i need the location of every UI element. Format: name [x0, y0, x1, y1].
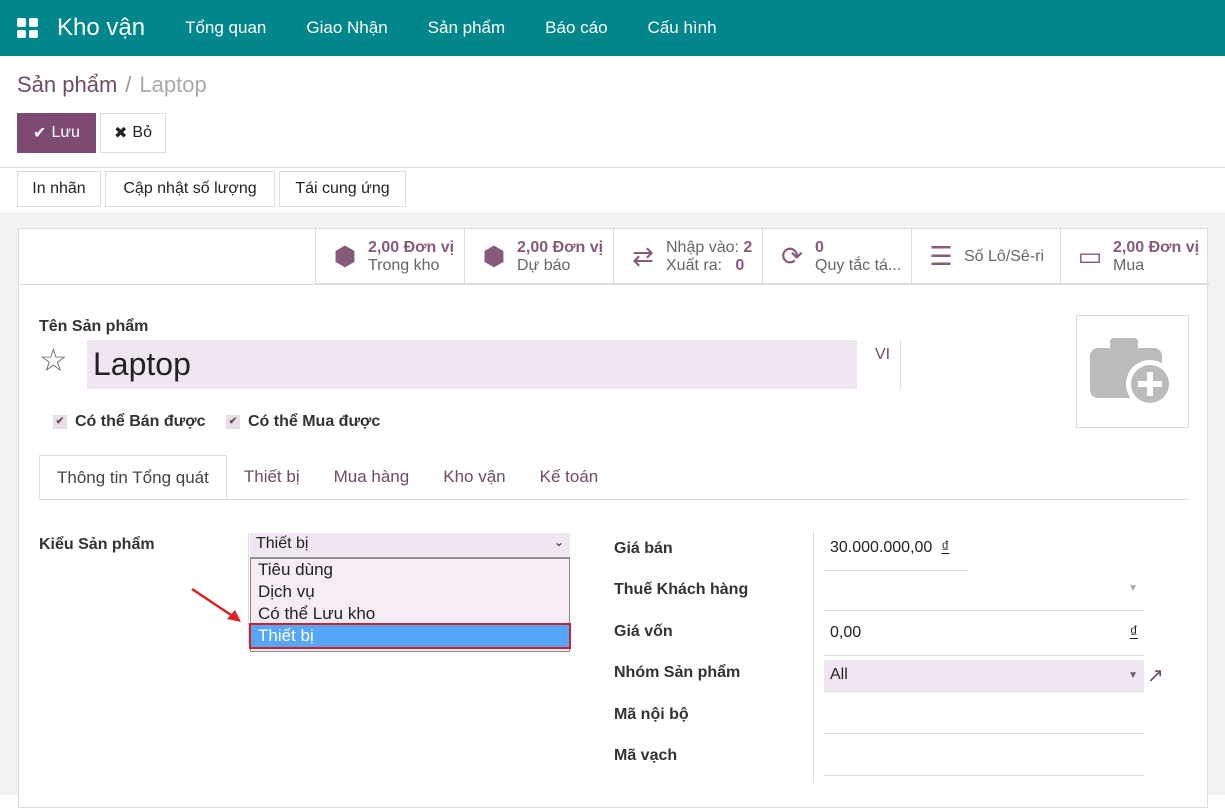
exchange-icon: ⇄ [632, 241, 654, 271]
apps-menu-icon[interactable] [17, 18, 38, 38]
barcode-input[interactable] [824, 734, 1144, 776]
menu-overview[interactable]: Tổng quan [185, 18, 267, 37]
menu-reports[interactable]: Báo cáo [545, 18, 608, 37]
tab-accounting[interactable]: Kế toán [539, 467, 599, 486]
stat-in-out[interactable]: ⇄ Nhập vào: 2 Xuất ra: 0 [613, 229, 762, 284]
can-be-purchased-checkbox[interactable]: ✔ Có thể Mua được [226, 413, 380, 431]
tab-general-info[interactable]: Thông tin Tổng quát [39, 455, 227, 499]
product-type-label: Kiểu Sản phẩm [39, 536, 155, 553]
credit-card-icon: ▭ [1077, 241, 1103, 271]
save-button[interactable]: ✔ Lưu [17, 113, 96, 153]
product-name-input[interactable]: Laptop [87, 340, 857, 389]
product-form: ⬢ 2,00 Đơn vị Trong kho ⬢ 2,00 Đơn vị Dự báo… [18, 228, 1209, 808]
refresh-icon: ⟳ [781, 241, 803, 271]
product-category-label: Nhóm Sản phẩm [614, 664, 741, 681]
form-tabs: Thông tin Tổng quát Thiết bị Mua hàng Kh… [39, 455, 1189, 500]
breadcrumb-current: Laptop [139, 72, 207, 97]
customer-taxes-input[interactable]: ▼ [824, 569, 1144, 611]
can-be-sold-checkbox[interactable]: ✔ Có thể Bán được [53, 413, 206, 431]
update-quantity-button[interactable]: Cập nhật số lượng [105, 171, 275, 207]
product-name-label: Tên Sản phẩm [39, 318, 149, 335]
red-arrow-annotation [191, 587, 241, 622]
customer-taxes-label: Thuế Khách hàng [614, 581, 749, 598]
check-icon: ✔ [33, 125, 47, 142]
menu-configuration[interactable]: Cấu hình [647, 18, 717, 37]
caret-down-icon: ▼ [1128, 583, 1138, 594]
breadcrumb: Sản phẩm / Laptop [17, 72, 207, 97]
caret-down-icon: ▼ [1128, 670, 1138, 681]
close-icon: ✖ [114, 125, 128, 142]
top-navbar: Kho vận Tổng quan Giao Nhận Sản phẩm Báo… [0, 0, 1225, 56]
menu-transfers[interactable]: Giao Nhận [306, 18, 388, 37]
internal-reference-input[interactable] [824, 692, 1144, 734]
barcode-label: Mã vạch [614, 747, 678, 764]
cost-label: Giá vốn [614, 623, 673, 640]
product-category-input[interactable]: All ▼ [824, 660, 1144, 692]
print-labels-button[interactable]: In nhãn [17, 171, 101, 207]
cubes-icon: ⬢ [333, 241, 357, 271]
app-name[interactable]: Kho vận [57, 14, 146, 41]
product-type-select[interactable]: Thiết bị ⌄ [250, 533, 570, 558]
stat-on-hand[interactable]: ⬢ 2,00 Đơn vị Trong kho [315, 229, 464, 284]
sale-price-input[interactable]: 30.000.000,00 ₫ [824, 529, 969, 571]
tab-purchase[interactable]: Mua hàng [333, 467, 410, 486]
chevron-down-icon: ⌄ [553, 535, 564, 549]
external-link-icon[interactable]: ↗ [1147, 665, 1164, 687]
star-icon[interactable]: ☆ [39, 342, 68, 378]
stat-lots-serials[interactable]: ☰ Số Lô/Sê-ri [911, 229, 1060, 284]
breadcrumb-parent[interactable]: Sản phẩm [17, 72, 118, 97]
stat-reorder-rules[interactable]: ⟳ 0 Quy tắc tá... [762, 229, 911, 284]
tab-inventory[interactable]: Kho vận [443, 467, 506, 486]
stat-forecast[interactable]: ⬢ 2,00 Đơn vị Dự báo [464, 229, 613, 284]
cost-input[interactable]: 0,00 ₫ [824, 614, 1144, 656]
product-type-dropdown: Tiêu dùng Dịch vụ Có thể Lưu kho Thiết b… [249, 558, 571, 652]
language-button[interactable]: VI [859, 340, 901, 389]
stat-buttons: ⬢ 2,00 Đơn vị Trong kho ⬢ 2,00 Đơn vị Dự báo… [315, 229, 1209, 284]
menu-products[interactable]: Sản phẩm [427, 18, 506, 37]
bars-icon: ☰ [929, 241, 953, 271]
option-equipment[interactable]: Thiết bị [249, 623, 571, 649]
tab-equipment[interactable]: Thiết bị [243, 467, 300, 486]
replenish-button[interactable]: Tái cung ứng [279, 171, 406, 207]
option-storable[interactable]: Có thể Lưu kho [258, 604, 376, 623]
internal-reference-label: Mã nội bộ [614, 706, 689, 723]
discard-button[interactable]: ✖ Bỏ [100, 113, 166, 153]
stat-purchased[interactable]: ▭ 2,00 Đơn vị Mua [1060, 229, 1209, 284]
option-consumable[interactable]: Tiêu dùng [258, 560, 333, 579]
camera-plus-icon[interactable] [1076, 315, 1189, 428]
sale-price-label: Giá bán [614, 540, 673, 557]
option-service[interactable]: Dịch vụ [258, 582, 315, 601]
cubes-icon: ⬢ [482, 241, 506, 271]
